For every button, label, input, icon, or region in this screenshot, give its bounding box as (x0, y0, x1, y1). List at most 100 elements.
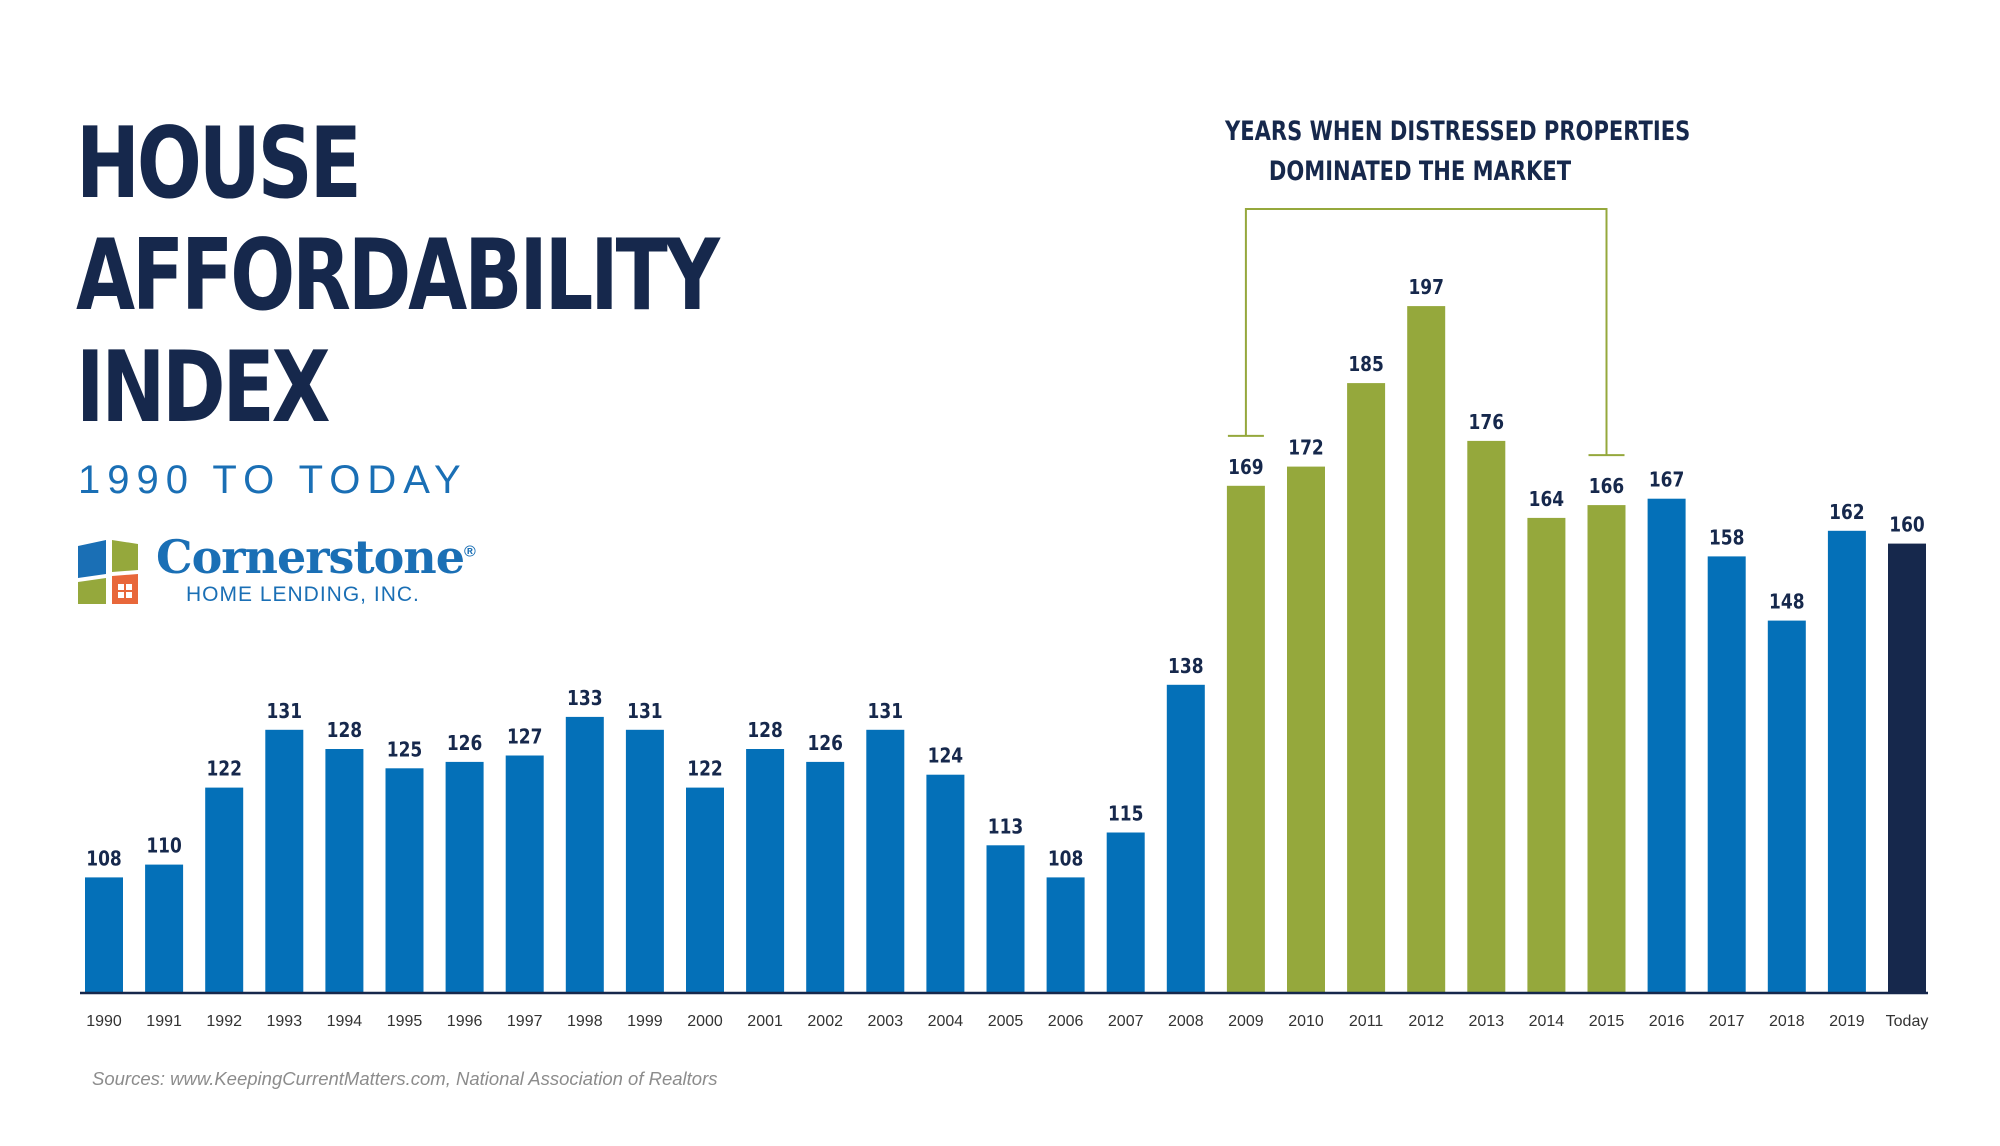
x-tick-label-2013: 2013 (1469, 1013, 1505, 1030)
data-label-today: 160 (1889, 514, 1925, 537)
x-tick-label-2007: 2007 (1108, 1013, 1144, 1030)
data-label-1998: 133 (567, 688, 602, 711)
data-label-2007: 115 (1108, 803, 1143, 826)
bar-2009 (1226, 485, 1265, 993)
data-labels: 108 110 122 131 128 125 126 127 133 131 122 128 126 1… (86, 277, 1925, 871)
x-tick-label-2016: 2016 (1649, 1013, 1685, 1030)
title-line-2: AFFORDABILITY (76, 219, 720, 333)
x-tick-label-1993: 1993 (267, 1013, 303, 1030)
x-tick-label-2003: 2003 (868, 1013, 904, 1030)
bar-2001 (746, 749, 785, 993)
bar-2000 (686, 787, 724, 993)
annotation-line-1: YEARS WHEN DISTRESSED PROPERTIES (1225, 116, 1691, 147)
x-tick-label-1996: 1996 (447, 1013, 483, 1030)
data-label-1996: 126 (447, 733, 482, 756)
x-tick-label-2008: 2008 (1168, 1013, 1204, 1030)
bar-2008 (1166, 684, 1205, 993)
data-label-2015: 166 (1589, 476, 1624, 499)
data-label-2011: 185 (1348, 354, 1383, 377)
x-tick-label-1992: 1992 (206, 1013, 242, 1030)
bar-2013 (1467, 440, 1506, 993)
chart-title: HOUSE AFFORDABILITY INDEX (76, 107, 720, 445)
data-label-2019: 162 (1829, 502, 1864, 525)
x-tick-label-2019: 2019 (1829, 1013, 1865, 1030)
data-label-2003: 131 (868, 701, 903, 724)
bracket-line (1244, 208, 1608, 456)
bar-2010 (1287, 466, 1325, 994)
bar-2003 (866, 729, 905, 993)
bar-1992 (205, 787, 244, 993)
x-tick-label-1997: 1997 (507, 1013, 543, 1030)
x-tick-label-1999: 1999 (627, 1013, 663, 1030)
data-label-1997: 127 (507, 726, 542, 749)
x-tick-labels: 1990 1991 1992 1993 1994 1995 1996 1997 1998 1999… (86, 1013, 1928, 1030)
bar-1998 (565, 716, 604, 993)
x-tick-label-2014: 2014 (1529, 1013, 1565, 1030)
x-tick-label-2004: 2004 (928, 1013, 964, 1030)
bar-1997 (505, 755, 544, 993)
x-tick-label-today: Today (1886, 1013, 1929, 1030)
data-label-2000: 122 (687, 758, 722, 781)
bar-2019 (1827, 530, 1866, 993)
x-tick-label-1995: 1995 (387, 1013, 423, 1030)
data-label-2013: 176 (1469, 412, 1504, 435)
x-tick-label-2000: 2000 (687, 1013, 723, 1030)
data-label-2012: 197 (1408, 277, 1443, 300)
x-tick-label-2017: 2017 (1709, 1013, 1745, 1030)
data-label-2005: 113 (988, 816, 1023, 839)
annotation-line-2: DOMINATED THE MARKET (1268, 156, 1572, 187)
cornerstone-logo: Cornerstone® HOME LENDING, INC. (76, 530, 476, 616)
title-line-1: HOUSE (76, 107, 362, 221)
bar-2017 (1707, 556, 1746, 993)
data-label-2001: 128 (747, 720, 782, 743)
bar-today (1888, 543, 1926, 993)
distressed-annotation: YEARS WHEN DISTRESSED PROPERTIES DOMINAT… (1225, 112, 1691, 192)
x-tick-label-2009: 2009 (1228, 1013, 1264, 1030)
logo-wordmark: Cornerstone® (156, 530, 476, 584)
data-label-1995: 125 (387, 739, 422, 762)
data-label-1990: 108 (86, 848, 121, 871)
bar-1991 (145, 864, 184, 993)
bar-2005 (986, 845, 1025, 993)
bar-1994 (325, 749, 364, 993)
x-tick-label-2002: 2002 (807, 1013, 843, 1030)
bar-1993 (265, 729, 304, 993)
data-label-2006: 108 (1048, 848, 1083, 871)
bar-1990 (85, 877, 123, 993)
x-tick-label-2005: 2005 (988, 1013, 1024, 1030)
logo-tagline: HOME LENDING, INC. (186, 583, 420, 606)
data-label-2010: 172 (1288, 437, 1323, 460)
data-label-2004: 124 (928, 745, 964, 768)
x-tick-label-2010: 2010 (1288, 1013, 1324, 1030)
title-line-3: INDEX (76, 331, 331, 445)
data-label-1992: 122 (206, 758, 241, 781)
x-tick-label-2018: 2018 (1769, 1013, 1805, 1030)
x-tick-label-2012: 2012 (1408, 1013, 1444, 1030)
bar-2011 (1347, 383, 1386, 994)
logo-name-text: Cornerstone (156, 530, 465, 584)
x-tick-label-2006: 2006 (1048, 1013, 1084, 1030)
bar-2015 (1587, 505, 1626, 993)
data-label-2014: 164 (1529, 489, 1565, 512)
bar-2012 (1407, 306, 1446, 994)
bar-1999 (625, 729, 664, 993)
cornerstone-logo-icon (78, 540, 138, 604)
x-tick-label-2011: 2011 (1349, 1013, 1384, 1030)
bar-2018 (1767, 620, 1806, 993)
source-note: Sources: www.KeepingCurrentMatters.com, … (92, 1068, 718, 1089)
x-tick-label-1994: 1994 (327, 1013, 363, 1030)
bar-1995 (385, 768, 424, 993)
data-label-1993: 131 (267, 701, 302, 724)
data-label-1999: 131 (627, 701, 662, 724)
chart-subtitle: 1990 TO TODAY (78, 458, 468, 502)
data-label-2018: 148 (1769, 591, 1804, 614)
data-label-2016: 167 (1649, 469, 1684, 492)
data-label-1991: 110 (146, 835, 182, 858)
data-label-2017: 158 (1709, 527, 1744, 550)
distressed-bracket (1227, 208, 1625, 457)
x-tick-label-2015: 2015 (1589, 1013, 1625, 1030)
bar-2014 (1527, 517, 1566, 993)
data-label-2008: 138 (1168, 656, 1203, 679)
bar-2007 (1106, 832, 1145, 993)
